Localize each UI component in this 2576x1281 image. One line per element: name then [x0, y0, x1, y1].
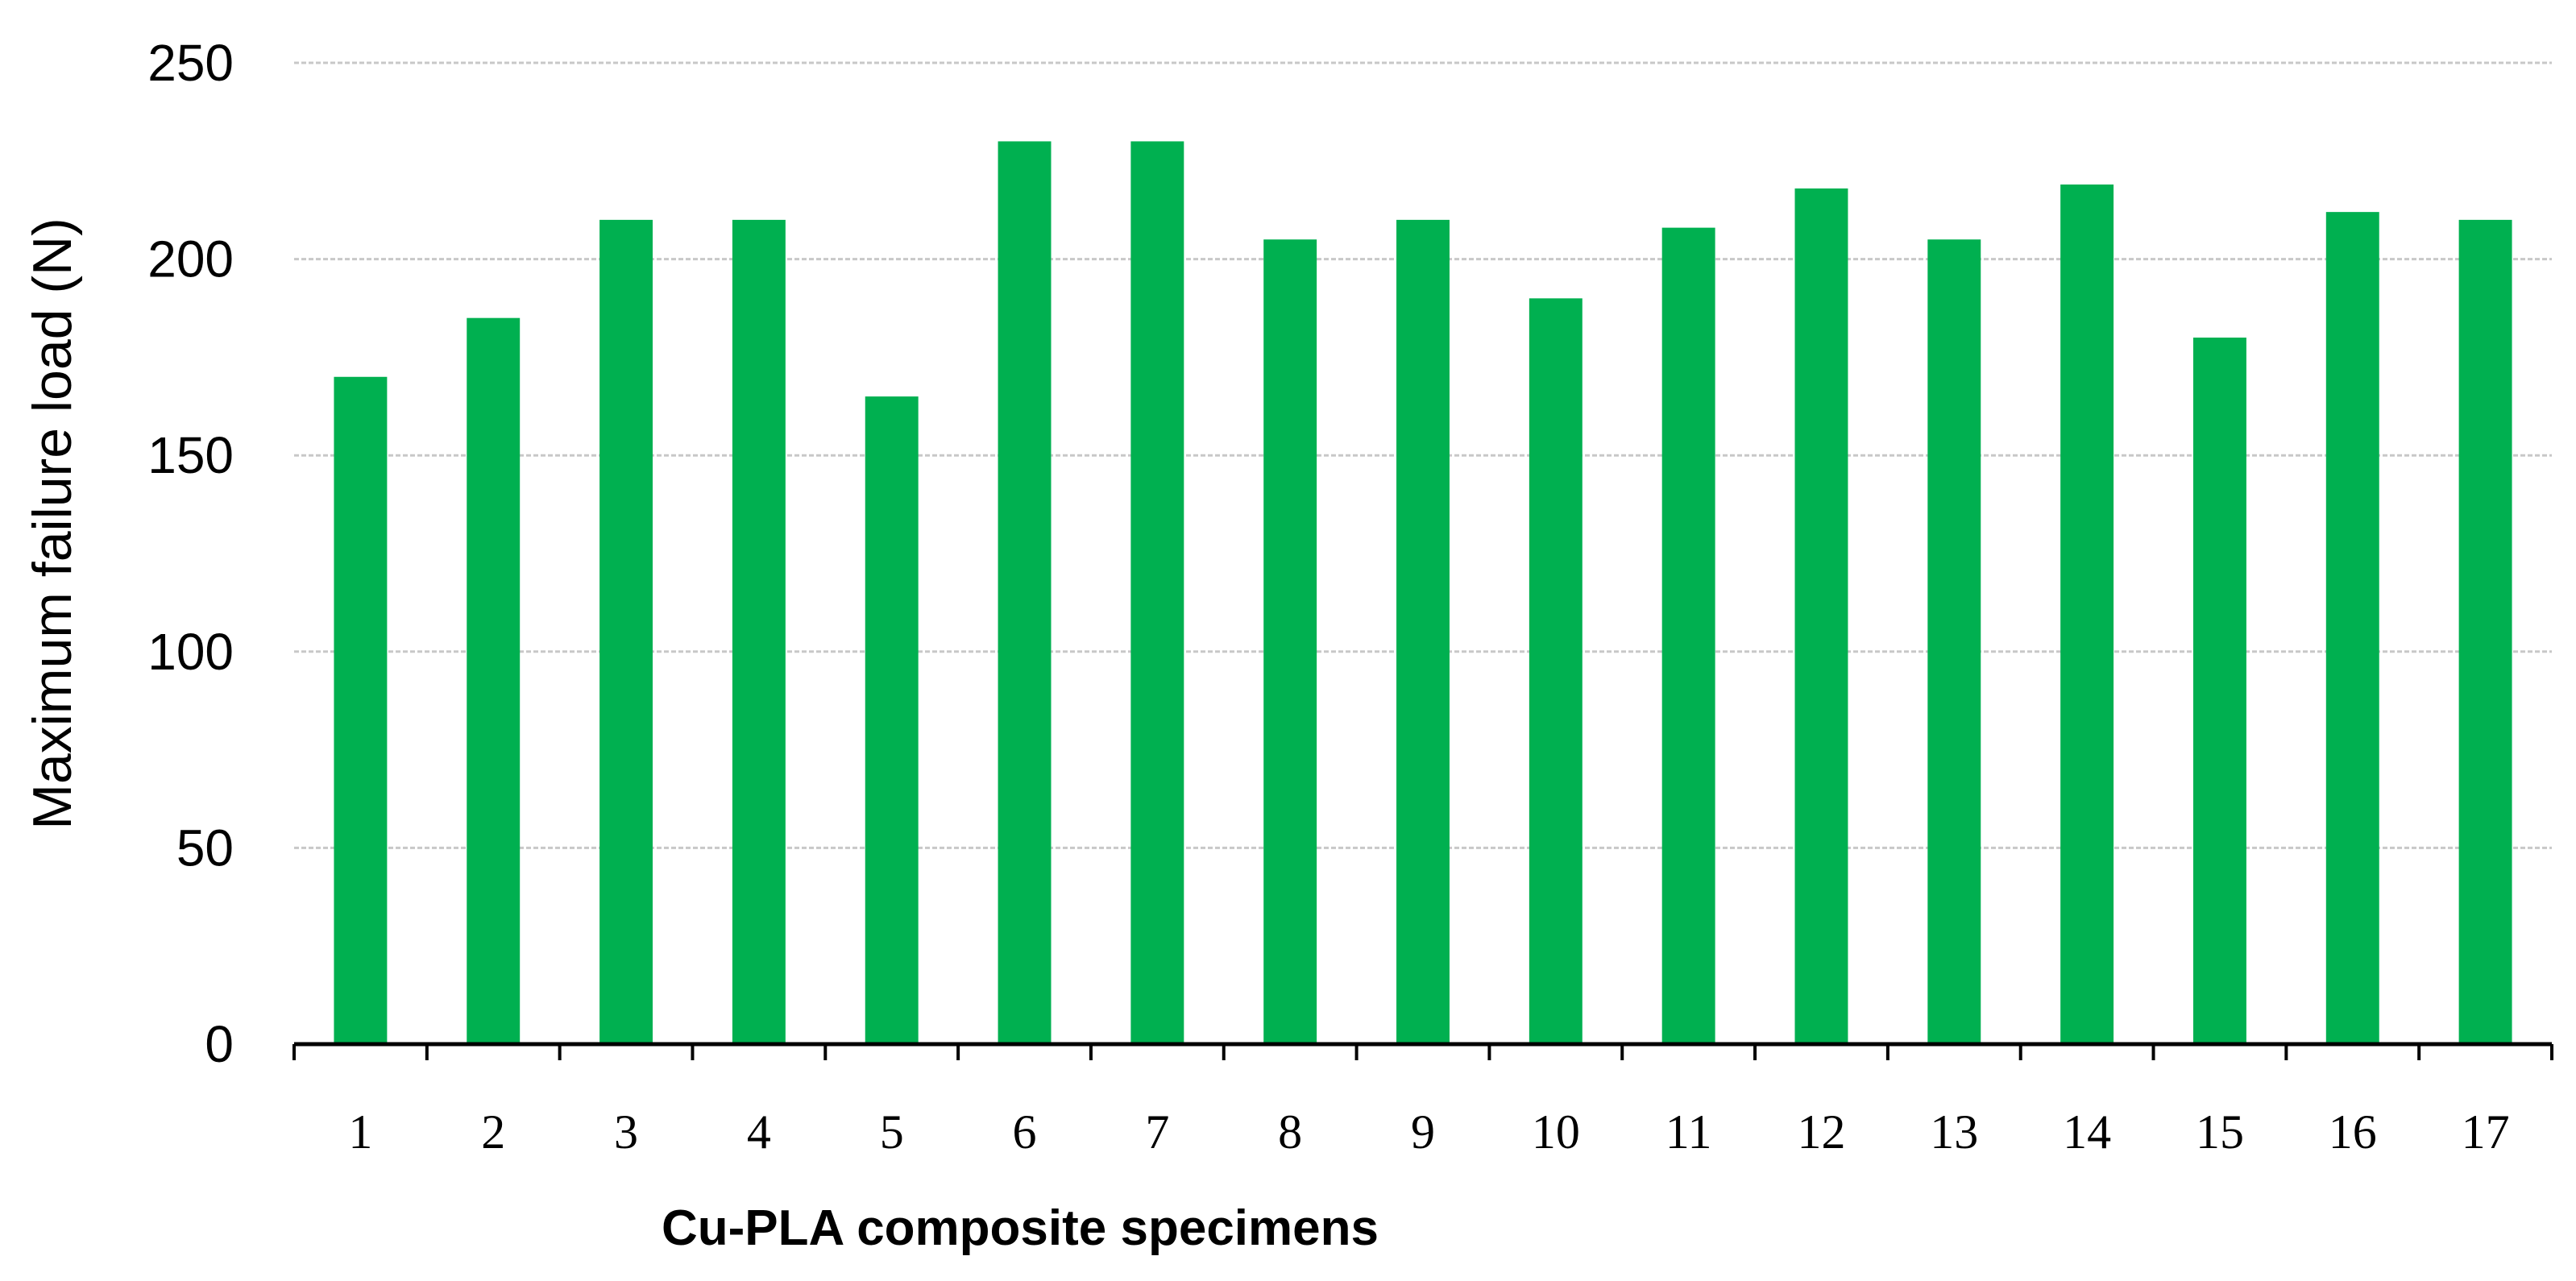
x-tick-label: 6 — [1013, 1105, 1037, 1159]
x-tick-label: 17 — [2462, 1105, 2510, 1159]
y-tick-label: 100 — [147, 623, 234, 681]
bar-1 — [334, 376, 388, 1044]
bars — [334, 141, 2512, 1045]
bar-9 — [1396, 219, 1450, 1044]
x-tick-label: 16 — [2329, 1105, 2377, 1159]
axes — [292, 1042, 2553, 1060]
x-tick-label: 12 — [1797, 1105, 1845, 1159]
y-tick-labels: 0 50 100 150 200 250 — [147, 34, 234, 1073]
x-tick-label: 5 — [880, 1105, 904, 1159]
x-tick-label: 11 — [1665, 1105, 1712, 1159]
x-tick-labels: 1 2 3 4 5 6 7 8 9 10 11 12 13 14 15 16 17 — [348, 1105, 2509, 1159]
bar-13 — [1927, 239, 1981, 1044]
bar-4 — [732, 219, 786, 1044]
bar-7 — [1130, 141, 1184, 1045]
y-tick-label: 0 — [205, 1015, 234, 1073]
bar-14 — [2060, 184, 2114, 1045]
bar-16 — [2325, 212, 2379, 1044]
bar-3 — [599, 219, 653, 1044]
x-tick-label: 3 — [614, 1105, 638, 1159]
y-axis-title: Maximum failure load (N) — [22, 218, 83, 830]
bar-17 — [2458, 219, 2512, 1044]
x-tick-label: 4 — [747, 1105, 771, 1159]
bar-2 — [467, 317, 521, 1044]
x-tick-label: 8 — [1278, 1105, 1302, 1159]
x-tick-label: 15 — [2196, 1105, 2244, 1159]
bar-8 — [1263, 239, 1317, 1044]
y-tick-label: 200 — [147, 230, 234, 288]
bar-11 — [1661, 227, 1715, 1044]
y-tick-label: 50 — [176, 819, 234, 877]
bar-10 — [1529, 298, 1583, 1044]
bar-6 — [998, 141, 1052, 1045]
x-tick-label: 10 — [1532, 1105, 1580, 1159]
y-tick-label: 250 — [147, 34, 234, 92]
bar-12 — [1794, 188, 1848, 1044]
x-axis-title: Cu-PLA composite specimens — [662, 1200, 1379, 1256]
x-tick-label: 13 — [1930, 1105, 1978, 1159]
x-tick-label: 7 — [1145, 1105, 1169, 1159]
bar-5 — [865, 396, 919, 1044]
x-tick-label: 14 — [2063, 1105, 2111, 1159]
x-tick-label: 1 — [348, 1105, 372, 1159]
bar-15 — [2192, 338, 2246, 1044]
x-tick-label: 9 — [1411, 1105, 1435, 1159]
y-tick-label: 150 — [147, 426, 234, 484]
x-tick-label: 2 — [481, 1105, 505, 1159]
